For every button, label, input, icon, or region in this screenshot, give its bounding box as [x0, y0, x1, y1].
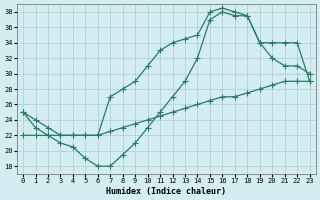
X-axis label: Humidex (Indice chaleur): Humidex (Indice chaleur)	[106, 187, 226, 196]
